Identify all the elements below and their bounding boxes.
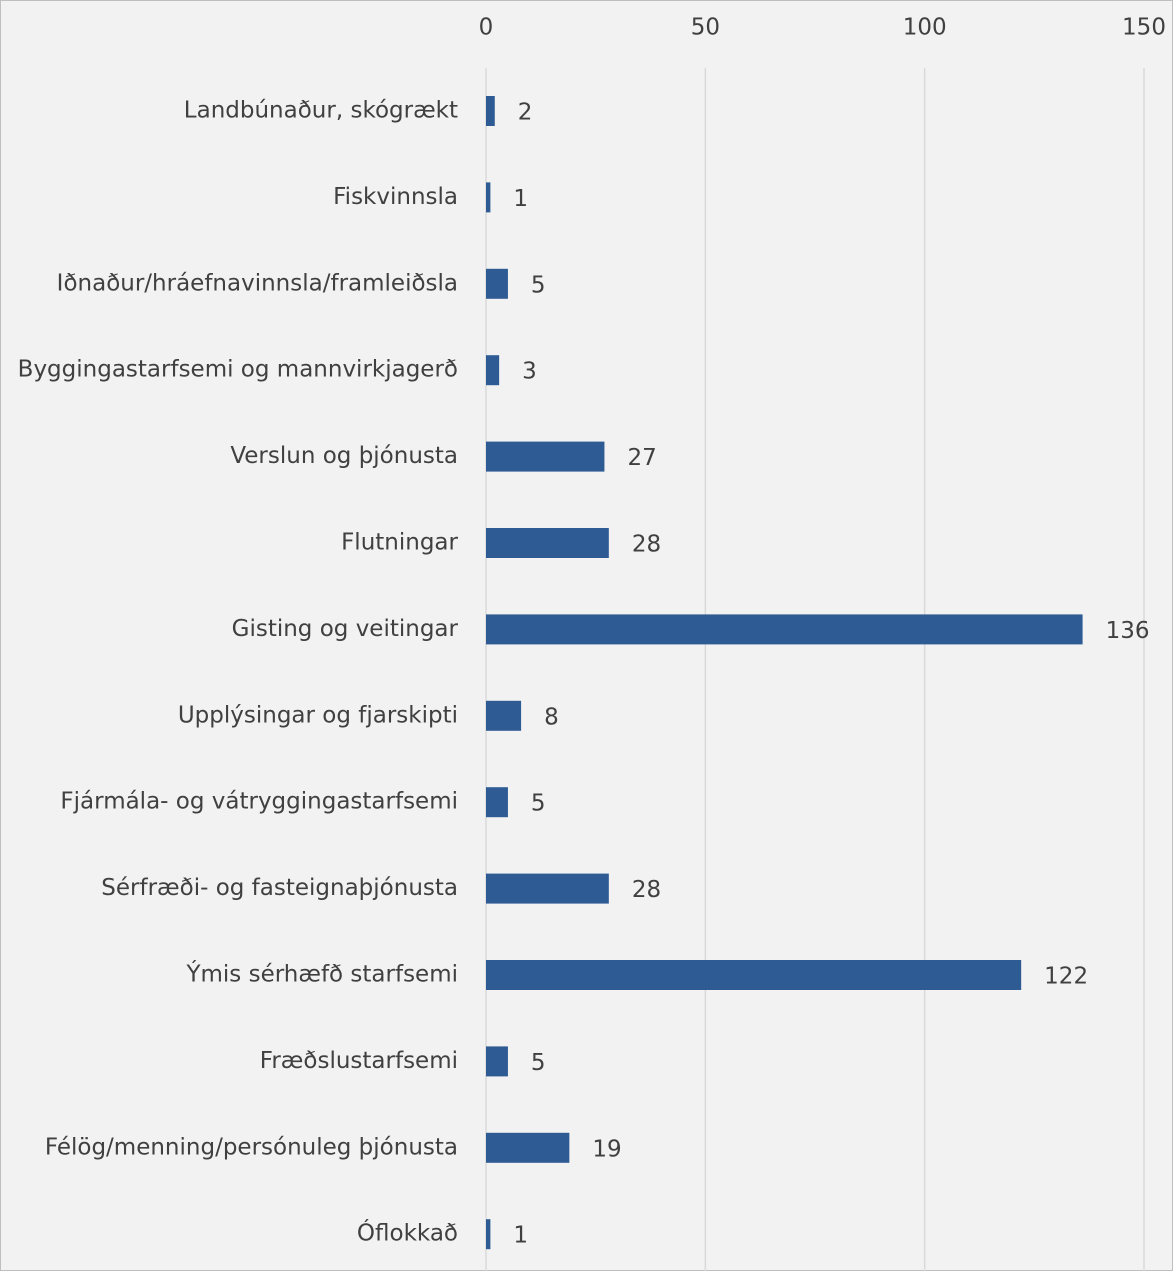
x-tick-label: 100 <box>903 15 947 41</box>
data-label: 2 <box>518 100 533 126</box>
bar <box>486 700 522 731</box>
y-tick-label: Byggingastarfsemi og mannvirkjagerð <box>18 357 458 383</box>
y-tick-label: Fjármála- og vátryggingastarfsemi <box>60 789 458 815</box>
data-label: 5 <box>531 272 546 298</box>
data-label: 27 <box>627 445 656 471</box>
bar <box>486 1046 508 1077</box>
y-tick-label: Fræðslustarfsemi <box>260 1048 458 1074</box>
bar <box>486 960 1022 990</box>
data-label: 3 <box>522 359 537 385</box>
data-label: 122 <box>1044 964 1088 990</box>
bar <box>486 1219 491 1250</box>
bar <box>486 268 508 299</box>
data-label: 8 <box>544 704 559 730</box>
y-tick-label: Fiskvinnsla <box>333 184 458 210</box>
data-label: 1 <box>513 186 528 212</box>
y-tick-label: Verslun og þjónusta <box>230 443 458 469</box>
data-label: 136 <box>1106 618 1150 644</box>
bar <box>486 1132 570 1163</box>
x-tick-label: 150 <box>1122 15 1166 41</box>
data-label: 28 <box>632 877 661 903</box>
y-tick-label: Sérfræði- og fasteignaþjónusta <box>101 875 458 901</box>
y-tick-label: Landbúnaður, skógrækt <box>184 98 458 124</box>
data-label: 1 <box>513 1223 528 1249</box>
data-label: 5 <box>531 791 546 817</box>
bar <box>486 96 495 126</box>
bar <box>486 355 500 386</box>
y-tick-label: Upplýsingar og fjarskipti <box>178 702 458 728</box>
data-label: 28 <box>632 532 661 558</box>
y-tick-label: Flutningar <box>341 530 458 556</box>
y-tick-label: Ýmis sérhæfð starfsemi <box>185 960 458 988</box>
x-tick-label: 0 <box>479 15 494 41</box>
bar <box>486 182 491 213</box>
bar <box>486 441 605 472</box>
bar <box>486 614 1083 645</box>
data-label: 5 <box>531 1050 546 1076</box>
y-tick-label: Félög/menning/persónuleg þjónusta <box>45 1134 458 1160</box>
x-tick-label: 50 <box>691 15 720 41</box>
bar <box>486 787 508 818</box>
bar <box>486 528 609 558</box>
y-tick-label: Gisting og veitingar <box>232 616 459 642</box>
data-label: 19 <box>592 1136 621 1162</box>
y-tick-label: Iðnaður/hráefnavinnsla/framleiðsla <box>57 270 458 296</box>
bar <box>486 873 609 904</box>
y-tick-label: Óflokkað <box>357 1219 458 1247</box>
